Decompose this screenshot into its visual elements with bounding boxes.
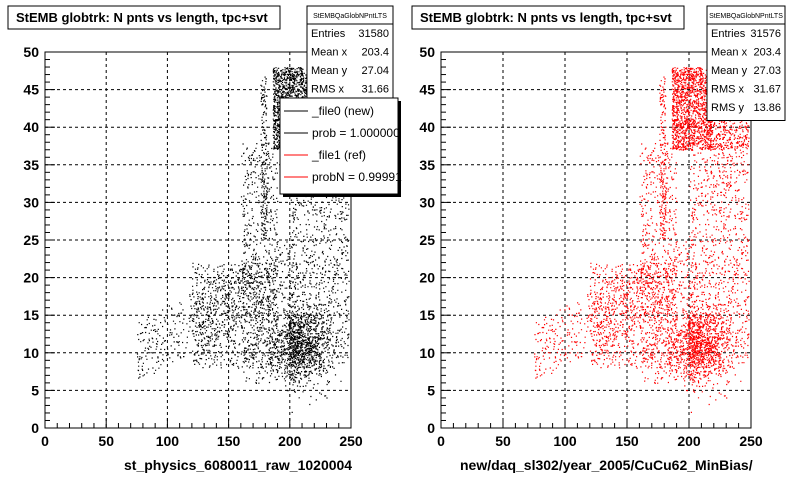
stats-value: 13.86 (753, 102, 781, 114)
stats-value: 31576 (750, 28, 781, 40)
stats-value: 27.03 (753, 65, 781, 77)
stats-label: RMS x (711, 84, 745, 96)
y-tick-label: 45 (419, 82, 435, 98)
left-title-box (7, 5, 281, 30)
x-tick-label: 200 (677, 433, 701, 449)
legend-entry-label: probN = 0.99991 (312, 170, 402, 184)
legend-frame (279, 97, 399, 195)
scatter-point-cloud (534, 67, 750, 413)
stats-box-name: StEMBQaGlobNPntLTS (313, 13, 387, 20)
stats-label: RMS y (711, 102, 745, 114)
right-x-axis-label: new/daq_sl302/year_2005/CuCu62_MinBias/ (460, 457, 753, 473)
y-tick-label: 40 (419, 119, 435, 135)
y-tick-label: 10 (419, 345, 435, 361)
y-tick-label: 0 (427, 420, 435, 436)
y-tick-label: 35 (23, 157, 39, 173)
stats-box-frame (706, 5, 786, 121)
stats-label: Mean y (311, 65, 348, 77)
legend-entry-label: prob = 1.000000 (312, 126, 400, 140)
x-tick-label: 250 (339, 433, 363, 449)
stats-box-name: StEMBQaGlobNPntLTS (709, 13, 783, 20)
x-tick-label: 50 (98, 433, 114, 449)
x-tick-label: 150 (217, 433, 241, 449)
y-tick-label: 50 (23, 44, 39, 60)
y-tick-label: 50 (419, 44, 435, 60)
x-tick-label: 200 (278, 433, 302, 449)
y-tick-label: 15 (419, 307, 435, 323)
y-tick-label: 25 (419, 232, 435, 248)
left-stats-box: StEMBQaGlobNPntLTS Entries 31580 Mean x 203.… (306, 5, 394, 103)
legend-entry-label: _file1 (ref) (311, 148, 366, 162)
y-tick-label: 30 (23, 194, 39, 210)
y-tick-label: 0 (31, 420, 39, 436)
stats-value: 31.66 (361, 84, 389, 96)
stats-label: Mean x (711, 47, 748, 59)
y-tick-label: 15 (23, 307, 39, 323)
y-tick-label: 35 (419, 157, 435, 173)
left-legend: _file0 (new) prob = 1.000000 _file1 (ref) p… (279, 97, 402, 197)
stats-label: Entries (311, 28, 346, 40)
y-tick-label: 5 (427, 382, 435, 398)
y-tick-label: 20 (23, 270, 39, 286)
x-tick-label: 100 (553, 433, 577, 449)
y-tick-label: 45 (23, 82, 39, 98)
stats-label: Entries (711, 28, 746, 40)
left-scatter-points (136, 67, 350, 413)
x-tick-label: 0 (437, 433, 445, 449)
left-x-axis-label: st_physics_6080011_raw_1020004 (124, 457, 352, 473)
right-title-box (411, 5, 685, 30)
right-plot-pad: 0 50 100 150 200 250 0 5 10 15 20 25 30 35 40 45 50 StEM… (411, 5, 786, 473)
left-axes: 0 50 100 150 200 250 0 5 10 15 20 25 30 35 40 45 50 (23, 44, 362, 449)
left-title: StEMB globtrk: N pnts vs length, tpc+svt (16, 10, 268, 25)
stats-label: Mean x (311, 47, 348, 59)
y-tick-label: 25 (23, 232, 39, 248)
stats-label: RMS x (311, 84, 345, 96)
y-tick-label: 30 (419, 194, 435, 210)
x-tick-label: 150 (615, 433, 639, 449)
stats-label: Mean y (711, 65, 748, 77)
x-tick-label: 100 (156, 433, 180, 449)
y-tick-label: 40 (23, 119, 39, 135)
right-title: StEMB globtrk: N pnts vs length, tpc+svt (420, 10, 672, 25)
y-tick-label: 20 (419, 270, 435, 286)
x-tick-label: 0 (41, 433, 49, 449)
legend-entry-label: _file0 (new) (311, 104, 374, 118)
y-tick-label: 10 (23, 345, 39, 361)
stats-value: 203.4 (361, 47, 389, 59)
left-plot-pad: 0 50 100 150 200 250 0 5 10 15 20 25 30 35 40 45 50 StEM… (7, 5, 402, 473)
left-grid (45, 52, 351, 428)
stats-value: 27.04 (361, 65, 389, 77)
x-tick-label: 250 (739, 433, 763, 449)
scatter-point-cloud (136, 67, 350, 413)
y-tick-label: 5 (31, 382, 39, 398)
right-axes: 0 50 100 150 200 250 0 5 10 15 20 25 30 35 40 45 50 (419, 44, 762, 449)
stats-value: 203.4 (753, 47, 781, 59)
stats-value: 31.67 (753, 84, 781, 96)
right-scatter-points (534, 67, 750, 413)
x-tick-label: 50 (495, 433, 511, 449)
stats-value: 31580 (358, 28, 389, 40)
